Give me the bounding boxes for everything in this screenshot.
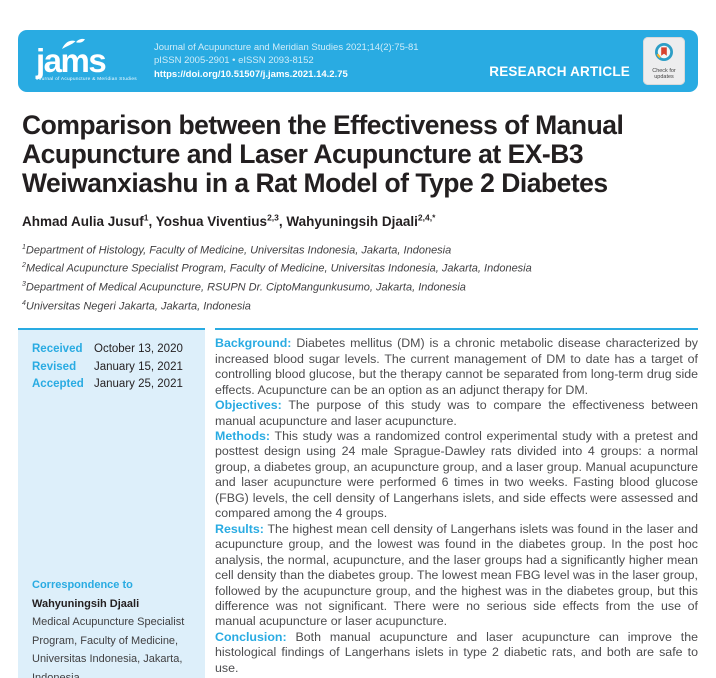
article-type-label: RESEARCH ARTICLE	[489, 64, 630, 79]
page-title: Comparison between the Effectiveness of …	[22, 110, 624, 198]
author: Wahyuningsih Djaali2,4,*	[286, 212, 436, 229]
affiliation: 4Universitas Negeri Jakarta, Jakarta, In…	[22, 300, 251, 314]
section-label: Conclusion:	[215, 629, 287, 644]
check-badge-label: Check for updates	[652, 67, 676, 81]
abstract-area: Received October 13, 2020 Revised Januar…	[18, 328, 698, 678]
journal-meta: Journal of Acupuncture and Meridian Stud…	[154, 41, 419, 82]
author-affil-sup: 1	[143, 212, 149, 222]
doi-link[interactable]: https://doi.org/10.51507/j.jams.2021.14.…	[154, 68, 348, 80]
journal-logo: jams Journal of Acupuncture & Meridian S…	[36, 38, 140, 82]
history-label: Received	[32, 343, 83, 356]
abstract-section-methods: Methods: This study was a randomized con…	[215, 429, 699, 521]
history-row: Revised January 15, 2021	[32, 359, 197, 377]
author-list: Ahmad Aulia Jusuf1Yoshua Viventius2,3Wah…	[22, 212, 694, 229]
section-label: Background:	[215, 336, 292, 351]
correspondence-block: Correspondence to Wahyuningsih Djaali Me…	[32, 576, 197, 678]
author-affil-sup: 2,3	[267, 212, 279, 222]
correspondence-address: Medical Acupuncture Specialist Program, …	[32, 616, 185, 678]
article-info-sidebar: Received October 13, 2020 Revised Januar…	[18, 328, 205, 678]
section-label: Methods:	[215, 429, 271, 444]
section-label: Objectives:	[215, 398, 282, 413]
history-date: January 15, 2021	[94, 360, 183, 373]
affiliation-list: 1Department of Histology, Faculty of Med…	[22, 240, 694, 316]
section-label: Results:	[215, 521, 264, 536]
issn-line: pISSN 2005-2901 • eISSN 2093-8152	[154, 55, 314, 67]
author: Yoshua Viventius2,3	[156, 212, 287, 229]
journal-header: jams Journal of Acupuncture & Meridian S…	[18, 30, 698, 92]
abstract-section-objectives: Objectives: The purpose of this study wa…	[215, 398, 698, 428]
affiliation: 2Medical Acupuncture Specialist Program,…	[22, 262, 532, 276]
author: Ahmad Aulia Jusuf1	[22, 212, 156, 229]
affiliation: 1Department of Histology, Faculty of Med…	[22, 243, 452, 257]
abstract-section-background: Background: Diabetes mellitus (DM) is a …	[215, 336, 698, 397]
logo-leaf-icon	[60, 38, 86, 56]
history-label: Accepted	[32, 378, 84, 391]
crossmark-icon	[654, 42, 674, 67]
journal-citation: Journal of Acupuncture and Meridian Stud…	[154, 41, 419, 53]
correspondence-heading: Correspondence to	[32, 579, 133, 592]
author-affil-sup: 2,4,*	[417, 212, 436, 222]
header-right: RESEARCH ARTICLE Check for updates	[489, 30, 685, 92]
logo-wordmark: jams	[36, 41, 107, 79]
history-label: Revised	[32, 360, 77, 373]
abstract-body: Background: Diabetes mellitus (DM) is a …	[215, 328, 698, 678]
history-date: January 25, 2021	[94, 378, 183, 391]
correspondence-name: Wahyuningsih Djaali	[32, 597, 140, 610]
history-row: Received October 13, 2020	[32, 341, 197, 359]
article-history: Received October 13, 2020 Revised Januar…	[32, 341, 197, 394]
abstract-section-results: Results: The highest mean cell density o…	[215, 521, 699, 629]
check-for-updates-badge[interactable]: Check for updates	[643, 37, 685, 85]
logo-tagline: Journal of Acupuncture & Meridian Studie…	[36, 76, 137, 82]
abstract-section-conclusion: Conclusion: Both manual acupuncture and …	[215, 629, 698, 675]
affiliation: 3Department of Medical Acupuncture, RSUP…	[22, 281, 466, 295]
history-row: Accepted January 25, 2021	[32, 376, 197, 394]
history-date: October 13, 2020	[94, 343, 183, 356]
